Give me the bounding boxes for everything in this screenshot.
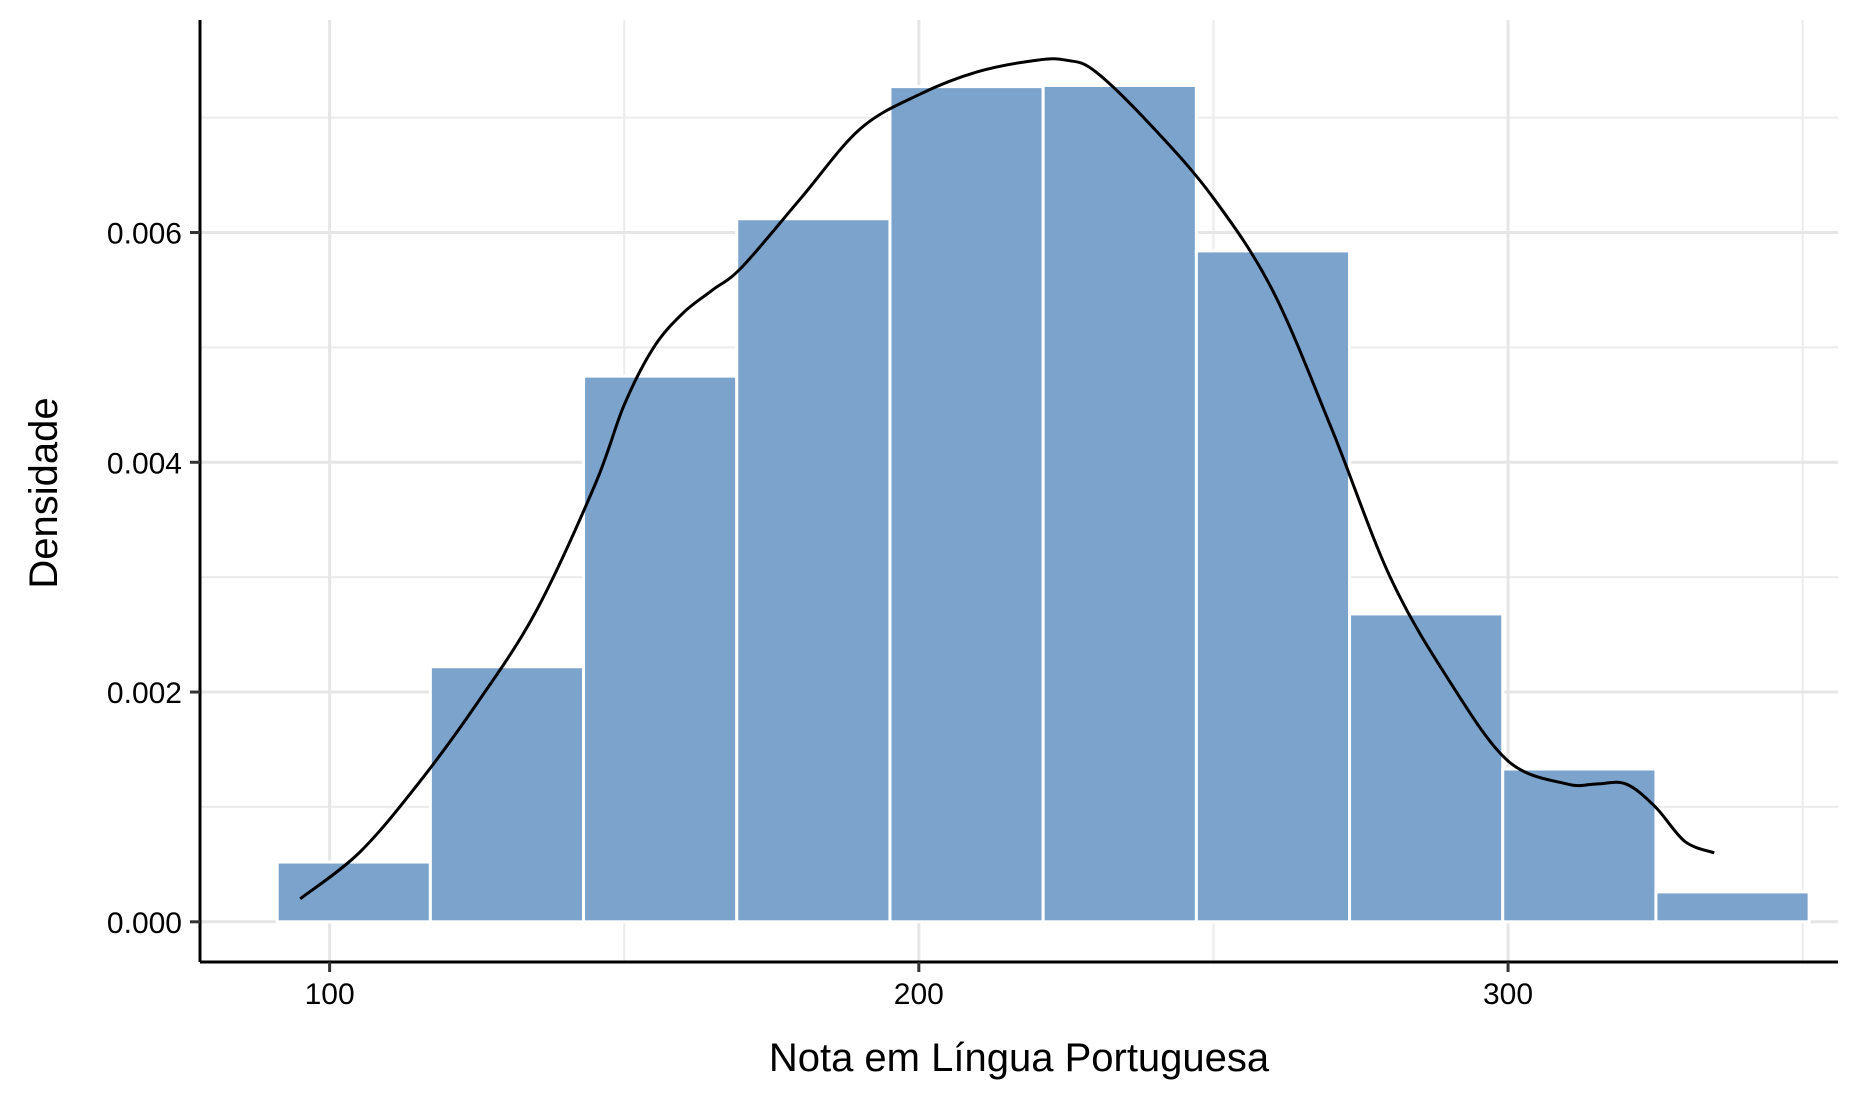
histogram-bar-7: [1194, 249, 1352, 924]
x-axis-ticks: 100 200 300: [305, 962, 1533, 1011]
x-axis-title: Nota em Língua Portuguesa: [769, 1036, 1270, 1080]
axes: [198, 20, 1838, 964]
y-tick-label: 0.000: [107, 907, 182, 940]
x-tick-label: 300: [1483, 978, 1533, 1011]
histogram-bar-9: [1501, 767, 1658, 924]
histogram-bar-8: [1348, 612, 1505, 924]
y-axis-title: Densidade: [22, 397, 66, 588]
y-tick-label: 0.002: [107, 677, 182, 710]
histogram-bar-2: [428, 665, 586, 924]
histogram-bar-5: [888, 85, 1045, 924]
histogram-bars: [275, 83, 1811, 924]
histogram-bar-1: [275, 860, 432, 924]
histogram-bar-4: [735, 217, 892, 924]
y-tick-label: 0.006: [107, 218, 182, 251]
density-curve: [299, 57, 1715, 901]
x-tick-label: 100: [305, 978, 355, 1011]
y-tick-label: 0.004: [107, 447, 182, 480]
y-axis-ticks: 0.000 0.002 0.004 0.006: [107, 218, 200, 940]
x-tick-label: 200: [894, 978, 944, 1011]
histogram-bar-3: [582, 374, 739, 924]
histogram-bar-10: [1654, 890, 1811, 924]
histogram-bar-6: [1041, 83, 1198, 924]
